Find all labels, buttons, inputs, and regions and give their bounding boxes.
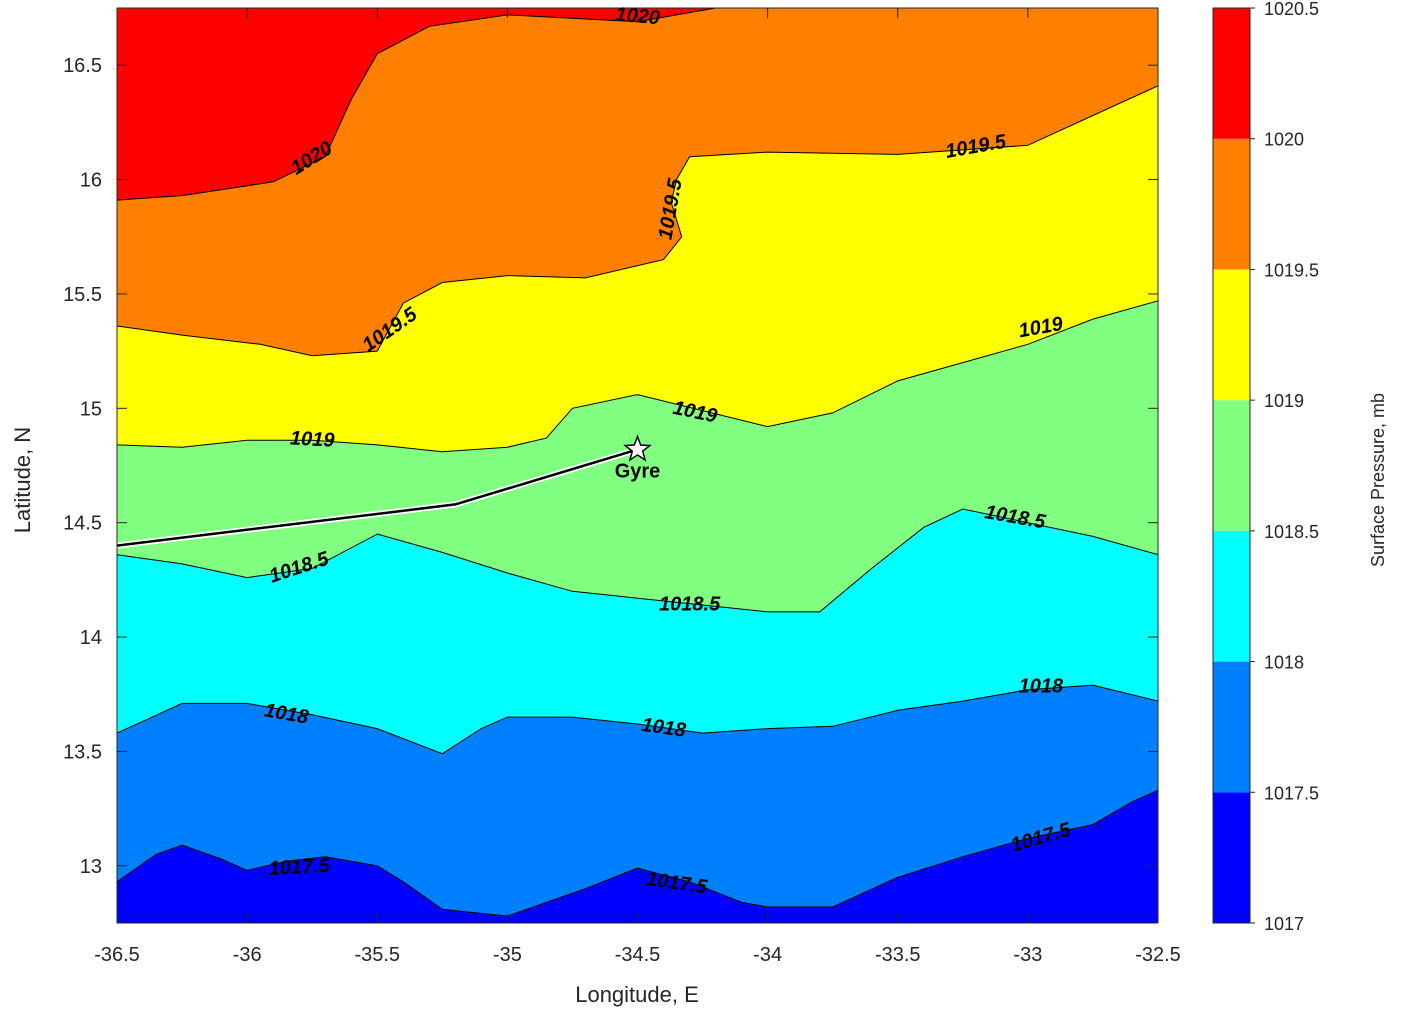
contour-label: 1018.5 — [659, 593, 721, 615]
colorbar: 1017 1017.5 1018 1018.5 1019 1019.5 1020 1020.5 — [1212, 0, 1319, 934]
colorbar-tick-label: 1019 — [1264, 391, 1304, 411]
band-1019.5 — [117, 8, 1158, 356]
x-tick-label: -34.5 — [615, 944, 661, 966]
band-1020 — [117, 8, 1158, 201]
star-marker — [623, 434, 652, 462]
contour-fills — [117, 8, 1158, 923]
y-axis-label: Latitude, N — [10, 427, 35, 533]
x-axis: -36.5 -36 -35.5 -35 -34.5 -34 -33.5 -33 -32.5 — [94, 8, 1181, 966]
y-tick-label: 13.5 — [63, 741, 102, 763]
colorbar-tick-label: 1018.5 — [1264, 522, 1319, 542]
y-tick-label: 13 — [80, 856, 102, 878]
contour-line-1019.5 — [117, 85, 1158, 357]
colorbar-tick-label: 1017.5 — [1264, 783, 1319, 803]
colorbar-frame — [1212, 7, 1251, 924]
contour-line-1018.5 — [117, 508, 1158, 613]
contour-lines — [117, 8, 1158, 917]
contour-line-1019 — [117, 300, 1158, 453]
colorbar-swatch — [1213, 269, 1250, 401]
y-tick-label: 15.5 — [63, 284, 102, 306]
track-line — [117, 448, 638, 547]
colorbar-tick-label: 1020.5 — [1264, 0, 1319, 19]
colorbar-swatch — [1213, 138, 1250, 270]
colorbar-swatch — [1213, 792, 1250, 923]
colorbar-tick-label: 1020 — [1264, 130, 1304, 150]
colorbar-tick-label: 1018 — [1264, 653, 1304, 673]
storm-track — [117, 434, 652, 549]
x-tick-label: -34 — [753, 944, 782, 966]
y-tick-label: 16 — [80, 170, 102, 192]
contour-label: 1017.5 — [268, 855, 331, 880]
colorbar-tick-label: 1017 — [1264, 914, 1304, 934]
contour-line-1020 — [117, 8, 716, 201]
y-tick-label: 14 — [80, 627, 102, 649]
y-tick-label: 15 — [80, 398, 102, 420]
colorbar-tick-label: 1019.5 — [1264, 260, 1319, 280]
x-tick-label: -36 — [233, 944, 262, 966]
x-tick-label: -35 — [493, 944, 522, 966]
contour-label: 1018 — [1019, 676, 1064, 698]
x-tick-label: -35.5 — [354, 944, 400, 966]
x-tick-label: -33.5 — [875, 944, 921, 966]
colorbar-swatch — [1213, 530, 1250, 662]
x-axis-label: Longitude, E — [575, 982, 699, 1007]
contour-line-1017.5 — [117, 789, 1158, 917]
colorbar-swatch — [1213, 400, 1250, 531]
colorbar-swatch — [1213, 8, 1250, 139]
colorbar-label: Surface Pressure, mb — [1368, 393, 1388, 567]
contour-label: 1019 — [289, 427, 335, 451]
x-tick-label: -36.5 — [94, 944, 140, 966]
y-tick-label: 14.5 — [63, 513, 102, 535]
colorbar-swatch — [1213, 661, 1250, 793]
y-tick-label: 16.5 — [63, 55, 102, 77]
x-tick-label: -33 — [1013, 944, 1042, 966]
x-tick-label: -32.5 — [1135, 944, 1181, 966]
contour-line-1018 — [117, 684, 1158, 755]
y-axis: 13 13.5 14 14.5 15 15.5 16 16.5 — [63, 55, 1158, 878]
marker-label: Gyre — [615, 460, 661, 482]
